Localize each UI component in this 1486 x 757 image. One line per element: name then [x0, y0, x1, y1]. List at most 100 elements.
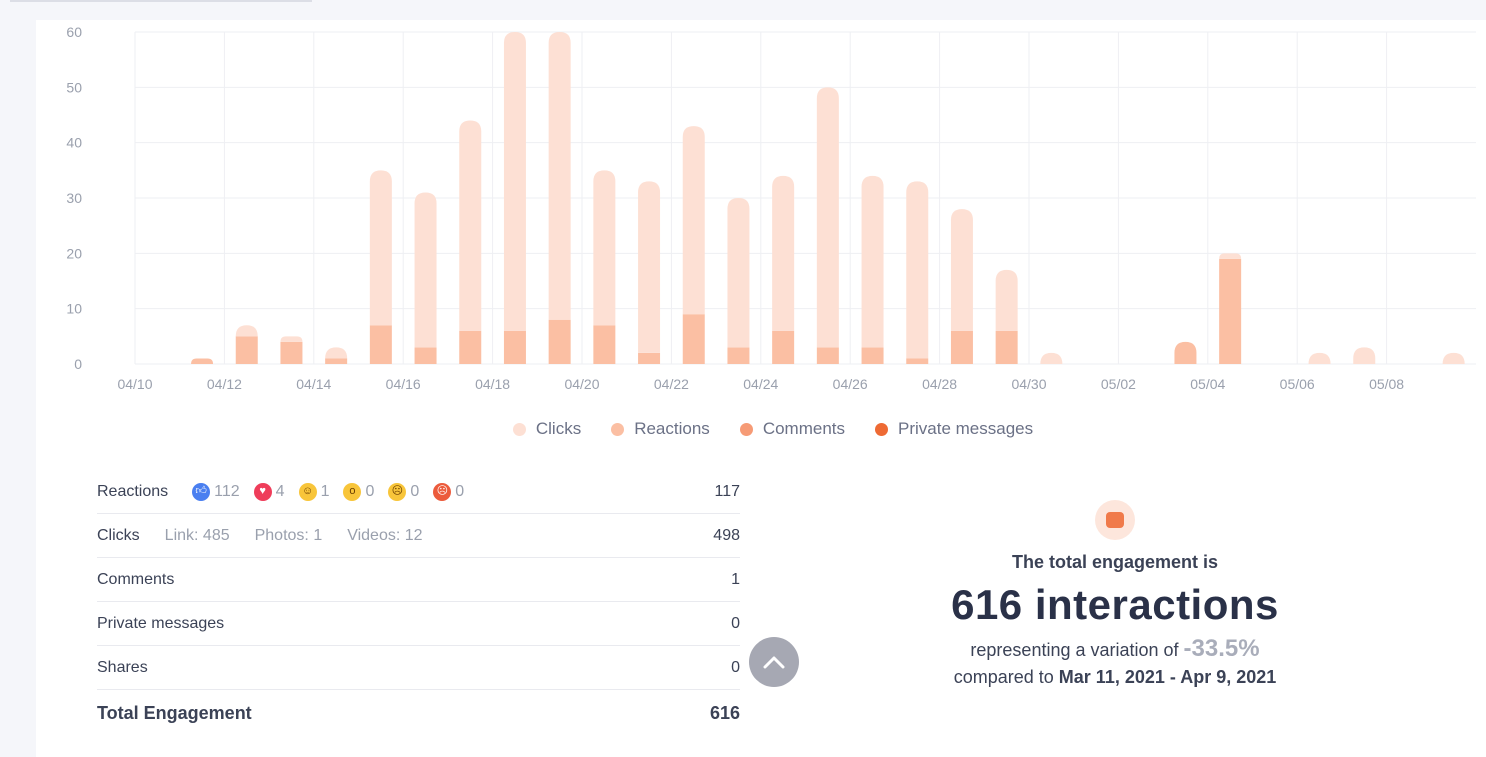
shares-row: Shares 0	[97, 646, 740, 690]
x-tick-label: 04/20	[564, 376, 599, 392]
bar-reactions	[861, 347, 884, 364]
bar-clicks	[593, 170, 616, 326]
legend-item-clicks[interactable]: Clicks	[512, 417, 582, 441]
bar-reactions	[682, 314, 705, 364]
total-engagement-value: 616	[709, 702, 740, 723]
legend-item-comments[interactable]: Comments	[739, 417, 845, 441]
bar-clicks	[280, 336, 303, 342]
y-tick-label: 10	[66, 301, 82, 317]
y-tick-label: 20	[66, 245, 82, 261]
shares-total: 0	[731, 658, 740, 676]
chart-legend: Clicks Reactions Comments Private messag…	[0, 417, 1486, 441]
summary-heading: The total engagement is	[1011, 552, 1219, 572]
reaction-count: 0	[410, 482, 420, 500]
legend-dot	[875, 422, 888, 436]
y-tick-label: 60	[66, 24, 82, 40]
reactions-total: 117	[714, 482, 740, 500]
engagement-summary: The total engagement is 616 interactions…	[905, 500, 1325, 688]
bar-clicks	[638, 181, 661, 353]
clicks-photos: Photos: 1	[254, 526, 323, 544]
private-messages-row: Private messages 0	[97, 602, 740, 646]
shares-label: Shares	[97, 658, 148, 676]
reaction-sad: ☹ 0	[388, 482, 420, 501]
love-icon: ♥	[253, 482, 272, 501]
angry-icon: ☹	[433, 482, 452, 501]
summary-total: 616 interactions	[951, 581, 1279, 628]
clicks-videos: Videos: 12	[347, 526, 423, 544]
comparison-period: Mar 11, 2021 - Apr 9, 2021	[1058, 667, 1277, 687]
x-tick-label: 04/28	[922, 376, 957, 392]
clicks-breakdown: Link: 485 Photos: 1 Videos: 12	[165, 527, 423, 545]
bar-clicks	[325, 347, 348, 359]
bar-reactions	[772, 330, 795, 364]
bar-reactions	[369, 325, 392, 364]
private-messages-total: 0	[731, 614, 740, 632]
reaction-like: 👍︎ 112	[192, 482, 240, 501]
private-messages-label: Private messages	[97, 614, 225, 632]
clicks-link: Link: 485	[164, 526, 230, 544]
bar-clicks	[1353, 347, 1376, 364]
legend-item-private-messages[interactable]: Private messages	[875, 417, 1033, 441]
x-tick-label: 04/10	[117, 376, 152, 392]
x-tick-label: 05/08	[1369, 376, 1404, 392]
chevron-up-icon	[763, 656, 785, 669]
bar-clicks	[772, 175, 795, 331]
bar-reactions	[503, 330, 526, 364]
bar-clicks	[369, 170, 392, 326]
x-tick-label: 04/16	[386, 376, 421, 392]
bar-reactions	[235, 336, 258, 364]
comments-row: Comments 1	[97, 558, 740, 602]
legend-dot	[611, 422, 625, 436]
legend-dot	[739, 422, 753, 436]
engagement-table: Reactions 👍︎ 112 ♥ 4 ☺ 1 o 0 ☹ 0	[97, 470, 740, 736]
comments-label: Comments	[97, 570, 175, 588]
x-tick-label: 04/30	[1011, 376, 1046, 392]
bar-reactions	[995, 330, 1018, 364]
reaction-count: 1	[320, 482, 330, 500]
bar-reactions	[548, 319, 571, 364]
bar-clicks	[1308, 352, 1331, 364]
legend-item-reactions[interactable]: Reactions	[611, 417, 710, 441]
x-tick-label: 05/02	[1101, 376, 1136, 392]
variation-prefix: representing a variation of	[970, 640, 1179, 660]
x-tick-label: 05/04	[1190, 376, 1225, 392]
legend-label: Clicks	[535, 419, 582, 438]
bar-reactions	[1174, 341, 1197, 364]
bar-reactions	[280, 341, 303, 364]
clicks-label: Clicks	[97, 526, 140, 544]
x-tick-label: 04/22	[654, 376, 689, 392]
legend-label: Reactions	[634, 419, 710, 438]
bar-reactions	[1219, 258, 1242, 364]
x-tick-label: 04/12	[207, 376, 242, 392]
legend-dot	[512, 422, 526, 436]
reactions-row: Reactions 👍︎ 112 ♥ 4 ☺ 1 o 0 ☹ 0	[97, 470, 740, 514]
bar-clicks	[861, 175, 884, 348]
bar-reactions	[816, 347, 839, 364]
sad-icon: ☹	[388, 482, 407, 501]
y-tick-label: 40	[66, 135, 82, 151]
bar-clicks	[503, 32, 526, 331]
bar-clicks	[548, 32, 571, 320]
bar-reactions	[906, 358, 929, 364]
reaction-haha: ☺ 1	[298, 482, 330, 501]
scroll-to-top-button[interactable]	[749, 637, 799, 687]
comparison-prefix: compared to	[953, 667, 1054, 687]
bar-clicks	[459, 120, 482, 331]
reaction-count: 0	[365, 482, 375, 500]
bar-clicks	[235, 325, 258, 337]
summary-variation-line: representing a variation of -33.5%	[905, 635, 1325, 663]
x-tick-label: 05/06	[1280, 376, 1315, 392]
y-tick-label: 0	[74, 356, 82, 372]
x-tick-label: 04/26	[833, 376, 868, 392]
reactions-label: Reactions	[97, 482, 169, 500]
bar-reactions	[593, 325, 616, 364]
variation-value: -33.5%	[1183, 635, 1260, 662]
summary-comparison-line: compared to Mar 11, 2021 - Apr 9, 2021	[905, 667, 1325, 688]
bar-clicks	[1040, 352, 1063, 364]
bar-clicks	[995, 269, 1018, 331]
engagement-chart: 0 10 20 30 40 50 60 04/10 04/12 04/14 04/16 04/18 04…	[66, 24, 1476, 392]
reaction-wow: o 0	[343, 482, 375, 501]
haha-icon: ☺	[298, 482, 317, 501]
bar-clicks	[414, 192, 437, 348]
reaction-count: 0	[455, 482, 465, 500]
